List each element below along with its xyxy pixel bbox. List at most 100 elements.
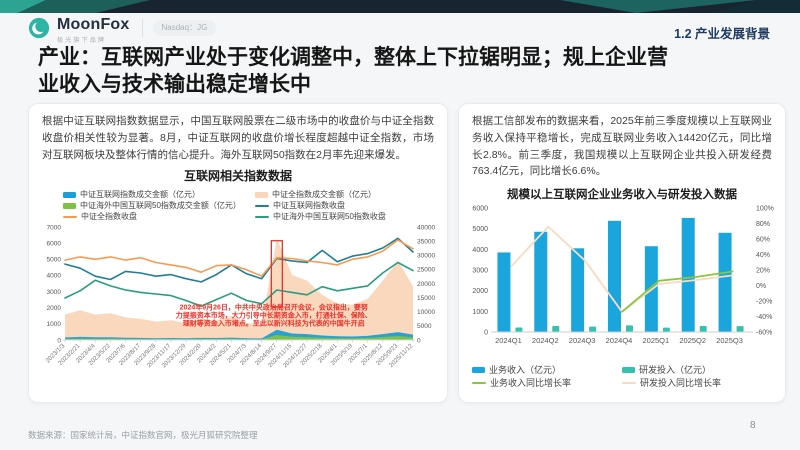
- line-series: [64, 239, 414, 278]
- annotation-text: 理财等资金入市堵点。至此以新兴科技为代表的中国牛开启: [183, 319, 365, 328]
- legend-label: 中证互联网指数成交金额（亿元）: [80, 190, 200, 200]
- revenue-panel-card: 根据工信部发布的数据来看，2025年前三季度规模以上互联网业务收入保持平稳增长，…: [458, 103, 786, 403]
- revenue-paragraph: 根据工信部发布的数据来看，2025年前三季度规模以上互联网业务收入保持平稳增长，…: [472, 115, 772, 178]
- legend-item: 中证互联网指数成交金额（亿元）: [63, 189, 255, 200]
- legend-item: 业务收入同比增长率: [472, 376, 622, 389]
- legend-line-swatch-icon: [472, 381, 486, 384]
- area-series: [65, 238, 413, 341]
- revenue-bar: [534, 231, 548, 333]
- nasdaq-ticker-badge: Nasdaq：JG: [152, 20, 217, 36]
- y-axis-left-tick: 2000: [472, 288, 488, 295]
- slide-title-line2: 业收入与技术输出稳定增长中: [38, 72, 311, 96]
- legend-row: 中证海外中国互联网50指数成交金额（亿元） 中证互联网指数收盘: [63, 200, 447, 211]
- legend-line-swatch-icon: [255, 204, 269, 207]
- legend-item: 中证全指数成交金额（亿元）: [255, 189, 447, 200]
- legend-label: 中证海外中国互联网50指数收盘: [273, 212, 386, 222]
- y-axis-left-tick: 6000: [472, 206, 488, 213]
- revenue-bar: [571, 248, 585, 333]
- legend-bar-swatch-icon: [622, 366, 635, 373]
- y-axis-right-tick: -40%: [756, 314, 772, 321]
- brand-name: MoonFox: [57, 16, 130, 33]
- y-axis-right-tick: 60%: [756, 237, 770, 244]
- brand-texts: MoonFox 极光旗下品牌: [57, 16, 130, 45]
- y-axis-right-tick: 10000: [417, 309, 435, 316]
- legend-line-swatch-icon: [63, 215, 77, 218]
- legend-bar-swatch-icon: [255, 191, 268, 198]
- legend-item: 研发投入（亿元）: [622, 363, 772, 376]
- y-axis-left-tick: 2000: [47, 305, 62, 312]
- revenue-chart-svg: 0 1000 2000 3000 4000 5000 6000 -60% -40% -20% 0% 2…: [472, 206, 774, 346]
- slide-title-line1: 产业：互联网产业处于变化调整中，整体上下拉锯明显；规上企业营: [38, 46, 668, 69]
- y-axis-right-tick: 20000: [417, 281, 435, 288]
- revenue-bar: [608, 221, 621, 333]
- y-axis-right-tick: 35000: [417, 239, 435, 246]
- y-axis-left-tick: 5000: [472, 226, 488, 233]
- revenue-bar: [497, 252, 511, 333]
- y-axis-right-tick: 100%: [756, 206, 774, 213]
- rnd-bar: [515, 327, 523, 333]
- header: MoonFox 极光旗下品牌 Nasdaq：JG 1.2 产业发展背景: [0, 13, 800, 47]
- y-axis-left-tick: 6000: [47, 241, 62, 248]
- x-axis-label: 2025Q3: [716, 336, 743, 345]
- annotation-text: 力提振资本市场，大力引导中长期资金入市，打通社保、保险、: [176, 311, 372, 320]
- y-axis-right-tick: 0%: [756, 283, 766, 290]
- legend-label: 研发投入同比增长率: [640, 378, 722, 389]
- revenue-chart-title: 规模以上互联网企业业务收入与研发投入数据: [507, 189, 737, 202]
- y-axis-right-tick: -60%: [756, 330, 772, 337]
- legend-item: 研发投入同比增长率: [622, 376, 772, 389]
- legend-label: 业务收入同比增长率: [490, 378, 572, 389]
- legend-label: 中证全指数收盘: [81, 212, 137, 222]
- line-series: [64, 262, 414, 308]
- legend-label: 研发投入（亿元）: [639, 365, 712, 376]
- index-chart-title: 互联网相关指数数据: [183, 169, 292, 184]
- y-axis-left-tick: 1000: [47, 322, 62, 329]
- rnd-bar: [626, 325, 633, 333]
- y-axis-right-tick: 0: [417, 338, 421, 345]
- y-axis-left-tick: 7000: [47, 225, 62, 232]
- data-source-note: 数据来源：国家统计局，中证指数官网，极光月狐研究院整理: [28, 430, 258, 440]
- legend-bar-swatch-icon: [63, 202, 76, 209]
- y-axis-right-tick: 5000: [417, 324, 432, 331]
- area-series: [65, 335, 413, 341]
- x-axis-label: 2024Q2: [532, 336, 559, 345]
- slide-title: 产业：互联网产业处于变化调整中，整体上下拉锯明显；规上企业营 业收入与技术输出稳…: [38, 45, 783, 98]
- legend-label: 中证互联网指数收盘: [273, 201, 345, 211]
- growth-line-series: [621, 270, 734, 313]
- y-axis-left-tick: 4000: [47, 273, 62, 280]
- rnd-bar: [736, 326, 744, 333]
- index-panel-card: 根据中证互联网指数数据显示，中国互联网股票在二级市场中的收盘价与中证全指数收盘价…: [28, 103, 448, 403]
- legend-line-swatch-icon: [622, 381, 636, 384]
- legend-line-swatch-icon: [255, 215, 269, 218]
- highlight-box: [270, 240, 283, 308]
- annotation-text: 2024年9月26日，中共中央政治局召开会议，会议指出，要努: [180, 303, 368, 312]
- y-axis-left-tick: 3000: [47, 289, 62, 296]
- y-axis-right-tick: 40000: [417, 225, 435, 232]
- brand-tagline: 极光旗下品牌: [57, 38, 107, 44]
- brand-divider: [141, 19, 143, 37]
- y-axis-left-tick: 0: [484, 330, 488, 337]
- y-axis-right-tick: 20%: [756, 268, 770, 275]
- rnd-bar: [552, 326, 560, 333]
- rnd-bar: [662, 327, 670, 333]
- area-series: [65, 330, 413, 341]
- x-axis-label: 2024Q4: [606, 336, 633, 345]
- legend-item: 中证海外中国互联网50指数成交金额（亿元）: [63, 200, 255, 211]
- moonfox-logo-icon: [28, 17, 50, 39]
- legend-item: 中证互联网指数收盘: [255, 200, 447, 211]
- brand-lockup: MoonFox 极光旗下品牌 Nasdaq：JG: [28, 16, 217, 45]
- legend-item: 中证全指数收盘: [63, 211, 255, 222]
- y-axis-left-tick: 4000: [472, 247, 488, 254]
- y-axis-right-tick: -20%: [756, 299, 772, 306]
- x-axis-label: 2024Q3: [569, 336, 596, 345]
- y-axis-right-tick: 30000: [417, 253, 435, 260]
- x-axis-label: 2025Q2: [679, 336, 706, 345]
- index-chart-svg: 0 1000 2000 3000 4000 5000 6000 7000 0 5000 10000 1…: [44, 225, 435, 370]
- legend-row: 中证互联网指数成交金额（亿元） 中证全指数成交金额（亿元）: [63, 189, 447, 200]
- y-axis-right-tick: 15000: [417, 295, 435, 302]
- y-axis-left-tick: 3000: [472, 268, 488, 275]
- legend-row: 中证全指数收盘 中证海外中国互联网50指数收盘: [63, 211, 447, 222]
- top-decor-band: [0, 0, 800, 13]
- rnd-bar: [589, 326, 597, 333]
- y-axis-right-tick: 80%: [756, 221, 770, 228]
- legend-bar-swatch-icon: [63, 191, 76, 198]
